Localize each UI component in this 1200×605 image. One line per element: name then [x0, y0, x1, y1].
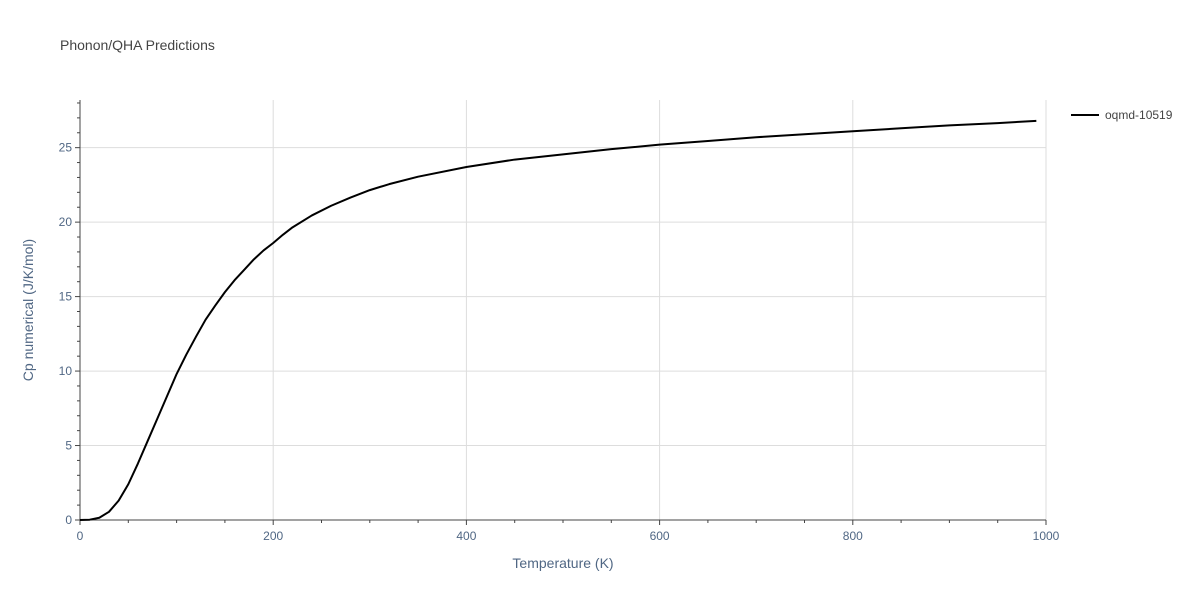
x-axis-label: Temperature (K) — [512, 555, 613, 571]
x-tick-label: 0 — [77, 529, 84, 543]
series-line-oqmd-10519[interactable] — [79, 119, 1037, 521]
y-axis-label: Cp numerical (J/K/mol) — [20, 239, 36, 381]
x-tick-label: 1000 — [1033, 529, 1060, 543]
x-tick-label: 600 — [650, 529, 670, 543]
y-tick-label: 10 — [59, 364, 73, 378]
y-tick-label: 25 — [59, 141, 73, 155]
x-tick-label: 200 — [263, 529, 283, 543]
x-tick-label: 800 — [843, 529, 863, 543]
y-tick-label: 5 — [65, 439, 72, 453]
y-tick-label: 0 — [65, 513, 72, 527]
chart-title: Phonon/QHA Predictions — [60, 37, 215, 53]
y-tick-label: 20 — [59, 215, 73, 229]
x-tick-label: 400 — [456, 529, 476, 543]
legend-label[interactable]: oqmd-10519 — [1105, 108, 1173, 122]
y-tick-label: 15 — [59, 290, 73, 304]
